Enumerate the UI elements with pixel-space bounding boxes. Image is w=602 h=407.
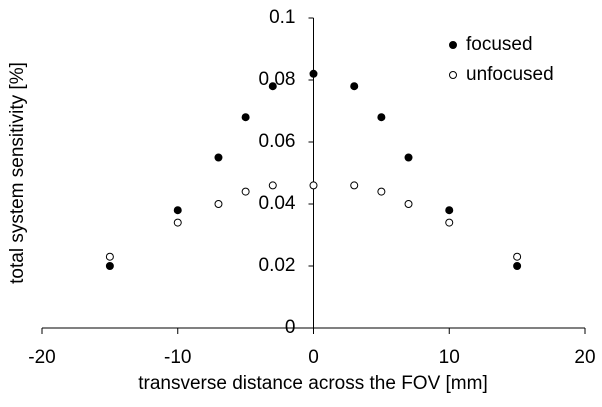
data-point: [377, 187, 386, 196]
data-point: [309, 181, 318, 190]
data-point: [268, 82, 277, 91]
data-point: [350, 82, 359, 91]
data-point: [309, 69, 318, 78]
y-tick-label: 0.02: [259, 255, 296, 276]
y-tick-label: 0.08: [259, 69, 296, 90]
data-point: [268, 181, 277, 190]
x-tick-label: 10: [439, 347, 460, 368]
y-tick-label: 0.04: [259, 193, 296, 214]
legend-marker: [449, 41, 457, 49]
data-point: [105, 262, 114, 270]
x-tick-label: -10: [164, 347, 191, 368]
y-axis-label: total system sensitivity [%]: [7, 62, 28, 284]
x-tick-label: -20: [28, 347, 55, 368]
data-point: [513, 262, 522, 270]
x-tick-label: 20: [574, 347, 595, 368]
data-point: [241, 113, 250, 122]
data-point: [241, 187, 250, 196]
legend-marker: [449, 71, 457, 79]
data-point: [445, 218, 454, 227]
legend-label: unfocused: [466, 64, 554, 85]
y-tick-label: 0.1: [269, 7, 295, 28]
data-point: [173, 218, 182, 227]
data-point: [214, 200, 223, 208]
y-tick-label: 0.06: [259, 131, 296, 152]
data-point: [350, 181, 359, 190]
data-point: [404, 153, 413, 162]
legend-label: focused: [466, 34, 533, 55]
data-point: [404, 200, 413, 208]
x-axis-label: transverse distance across the FOV [mm]: [138, 373, 488, 394]
data-point: [377, 113, 386, 122]
data-point: [173, 206, 182, 215]
data-point: [445, 206, 454, 215]
y-tick-label: 0: [285, 317, 296, 338]
data-point: [214, 153, 223, 162]
data-point: [513, 252, 522, 261]
data-point: [105, 252, 114, 261]
x-tick-label: 0: [308, 347, 319, 368]
